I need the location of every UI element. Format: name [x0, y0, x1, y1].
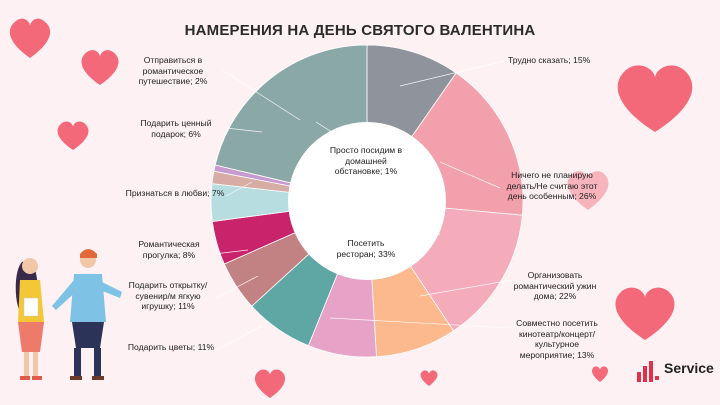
- couple-illustration: [15, 249, 122, 380]
- slice-label-uzhin: Организовать романтический ужин дома; 22…: [513, 270, 597, 301]
- leader-line-3: [329, 317, 511, 329]
- leader-line-2: [419, 279, 513, 297]
- slice-label-kino: Совместно посетить кинотеатр/концерт/ ку…: [516, 318, 598, 360]
- heart-icon: [567, 171, 609, 210]
- slice-label-podarok: Подарить ценный подарок; 6%: [140, 118, 212, 139]
- slice-label-priznatsya: Признаться в любви; 7%: [125, 188, 225, 198]
- leader-line-9: [221, 69, 301, 121]
- brand-logo-text: Service: [664, 360, 714, 376]
- leader-line-4: [211, 325, 263, 353]
- slice-label-otkrytka: Подарить открытку/сувенир/м ягкую игрушк…: [128, 280, 208, 311]
- donut-hole: [288, 122, 446, 280]
- heart-icon: [615, 287, 675, 340]
- leader-line-0: [399, 59, 509, 87]
- chart-title: НАМЕРЕНИЯ НА ДЕНЬ СВЯТОГО ВАЛЕНТИНА: [184, 22, 536, 39]
- leader-line-5: [215, 275, 259, 299]
- heart-icon: [254, 369, 286, 398]
- leader-line-1: [439, 161, 501, 189]
- heart-icon: [617, 65, 693, 132]
- leader-line-7: [225, 181, 253, 197]
- slice-label-cvety: Подарить цветы; 11%: [127, 342, 215, 352]
- leader-line-8: [225, 127, 263, 133]
- slice-label-nichego: Ничего не планирую делать/Не считаю этот…: [506, 170, 598, 201]
- heart-icon: [57, 121, 89, 150]
- heart-icon: [420, 370, 438, 386]
- slice-label-trudno: Трудно сказать; 15%: [508, 55, 591, 65]
- service-logo-icon: [637, 361, 659, 382]
- brand-logo: Service: [636, 360, 714, 376]
- heart-icon: [592, 366, 608, 382]
- leader-line-6: [213, 249, 249, 255]
- slice-label-restoran: Посетить ресторан; 33%: [336, 238, 396, 259]
- heart-icon: [81, 50, 119, 85]
- slice-label-progulka: Романтическая прогулка; 8%: [138, 239, 200, 260]
- heart-icon: [9, 18, 51, 58]
- slice-label-doma: Просто посидим в домашней обстановке; 1%: [329, 145, 403, 176]
- slice-label-puteshestvie: Отправиться в романтическое путешествие;…: [138, 55, 208, 86]
